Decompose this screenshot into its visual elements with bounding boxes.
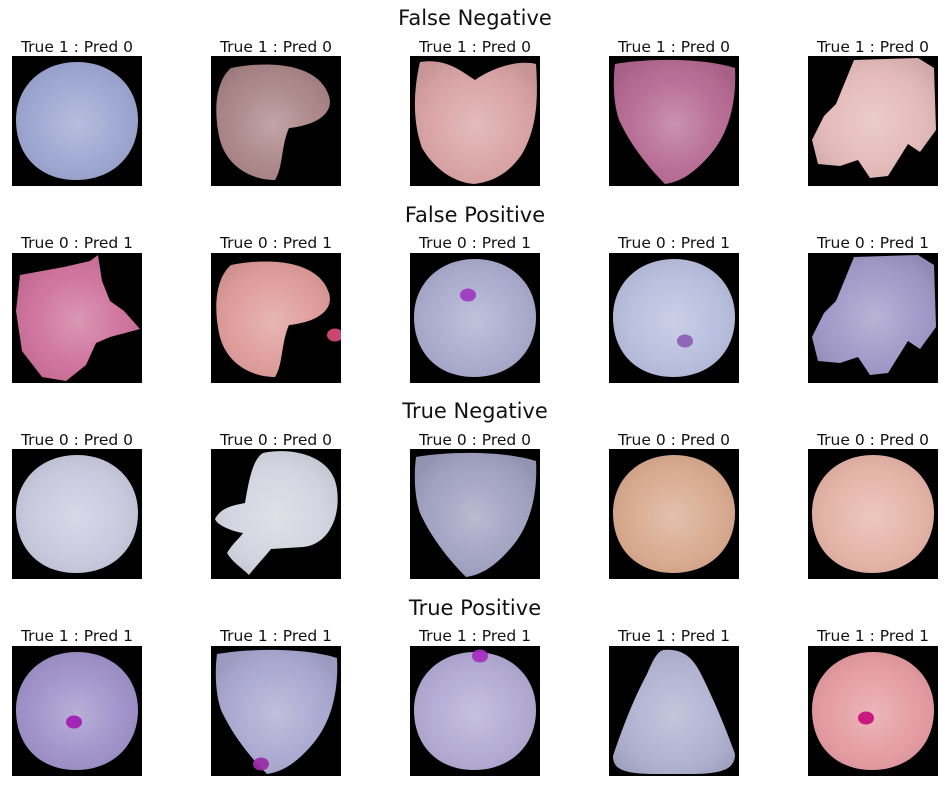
cell-label: True 1 : Pred 1	[816, 627, 930, 645]
cell-image	[211, 646, 341, 776]
parasite-spot	[472, 649, 488, 663]
cell-image	[609, 449, 739, 579]
cell-image	[12, 253, 142, 383]
cell-label: True 1 : Pred 1	[617, 627, 731, 645]
parasite-spot	[66, 715, 82, 729]
cell-label: True 0 : Pred 0	[418, 431, 532, 449]
cell-label: True 0 : Pred 0	[20, 431, 134, 449]
section-title-false-negative: False Negative	[398, 6, 552, 30]
cell-label: True 0 : Pred 0	[816, 431, 930, 449]
section-title-false-positive: False Positive	[404, 203, 546, 227]
cell-label: True 1 : Pred 0	[617, 38, 731, 56]
cell-image	[808, 253, 938, 383]
cell-label: True 0 : Pred 1	[219, 234, 333, 252]
parasite-spot	[460, 288, 476, 302]
cell-image	[410, 56, 540, 186]
cell-label: True 0 : Pred 0	[617, 431, 731, 449]
parasite-spot	[327, 328, 341, 342]
cell-image	[211, 253, 341, 383]
cell-image	[609, 253, 739, 383]
cell-label: True 0 : Pred 1	[418, 234, 532, 252]
parasite-spot	[858, 711, 874, 725]
cell-label: True 1 : Pred 1	[20, 627, 134, 645]
cell-image	[410, 449, 540, 579]
cell-label: True 1 : Pred 0	[816, 38, 930, 56]
cell-label: True 0 : Pred 1	[617, 234, 731, 252]
cell-label: True 1 : Pred 0	[219, 38, 333, 56]
cell-label: True 0 : Pred 0	[219, 431, 333, 449]
cell-image	[12, 56, 142, 186]
cell-image	[211, 449, 341, 579]
cell-image	[609, 56, 739, 186]
section-title-true-positive: True Positive	[408, 596, 542, 620]
cell-image	[12, 646, 142, 776]
cell-image	[808, 646, 938, 776]
cell-label: True 0 : Pred 1	[816, 234, 930, 252]
cell-image	[410, 646, 540, 776]
cell-image	[410, 253, 540, 383]
cell-label: True 0 : Pred 1	[20, 234, 134, 252]
section-title-true-negative: True Negative	[402, 399, 548, 423]
cell-image	[808, 56, 938, 186]
cell-label: True 1 : Pred 0	[418, 38, 532, 56]
cell-image	[808, 449, 938, 579]
cell-image	[609, 646, 739, 776]
cell-label: True 1 : Pred 0	[20, 38, 134, 56]
cell-image	[12, 449, 142, 579]
cell-label: True 1 : Pred 1	[418, 627, 532, 645]
parasite-spot	[253, 757, 269, 771]
parasite-spot	[677, 334, 693, 348]
cell-image	[211, 56, 341, 186]
cell-label: True 1 : Pred 1	[219, 627, 333, 645]
